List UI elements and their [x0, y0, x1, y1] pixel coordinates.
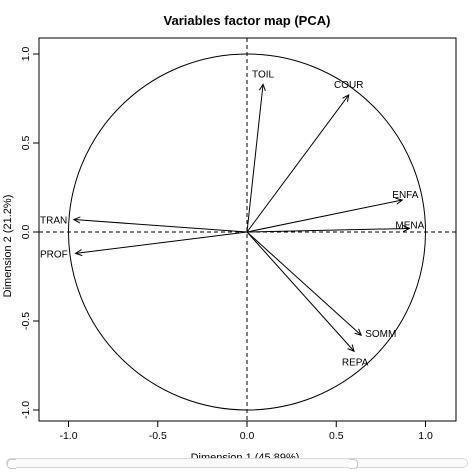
- chart-title: Variables factor map (PCA): [164, 13, 331, 28]
- vector-arrow-mena: [246, 227, 410, 233]
- variable-label-mena: MENA: [395, 220, 424, 231]
- y-tick-label: 0.5: [20, 136, 32, 151]
- vector-arrow-somm: [246, 231, 362, 336]
- scrollbar-thumb-left-cap[interactable]: [7, 459, 16, 469]
- vector-arrow-cour: [246, 94, 350, 233]
- variable-label-prof: PROF: [40, 249, 68, 260]
- x-tick-label: 1.0: [418, 430, 433, 442]
- variable-label-repa: REPA: [342, 357, 369, 368]
- vector-arrow-toil: [246, 84, 264, 233]
- arrowhead-prof: [74, 249, 83, 257]
- arrowhead-enfa: [395, 197, 404, 205]
- y-axis-label: Dimension 2 (21.2%): [2, 195, 14, 298]
- x-tick-label: -0.5: [149, 430, 167, 442]
- y-tick-label: -0.5: [20, 312, 32, 330]
- variable-label-cour: COUR: [334, 80, 363, 91]
- y-tick-label: -1.0: [20, 401, 32, 419]
- arrowhead-cour: [342, 94, 350, 102]
- arrowhead-repa: [347, 344, 355, 353]
- x-tick-label: 0.0: [240, 430, 255, 442]
- arrowhead-somm: [354, 328, 363, 337]
- scrollbar-track[interactable]: [6, 458, 468, 468]
- scrollbar-thumb-right-cap[interactable]: [349, 459, 358, 469]
- chart-marks: -1.0 -0.5 0.0 0.5 1.0 -1.0 -0.5 0.0 0.5 1.0 TOIL CO…: [20, 38, 456, 442]
- y-tick-label: 1.0: [20, 47, 32, 62]
- variable-label-tran: TRAN: [40, 216, 67, 227]
- arrowhead-toil: [258, 83, 266, 92]
- vector-arrow-enfa: [246, 199, 403, 233]
- vector-arrow-prof: [75, 231, 248, 254]
- x-tick-label: 0.5: [329, 430, 344, 442]
- arrowhead-tran: [72, 216, 81, 224]
- y-tick-label: 0.0: [20, 225, 32, 240]
- variable-label-enfa: ENFA: [392, 190, 418, 201]
- x-tick-label: -1.0: [59, 430, 77, 442]
- arrowhead-mena: [402, 225, 411, 233]
- variable-label-somm: SOMM: [365, 329, 396, 340]
- vector-arrow-repa: [246, 231, 355, 352]
- vector-arrow-tran: [73, 219, 248, 233]
- horizontal-scrollbar[interactable]: [6, 458, 468, 470]
- variable-label-toil: TOIL: [252, 69, 274, 80]
